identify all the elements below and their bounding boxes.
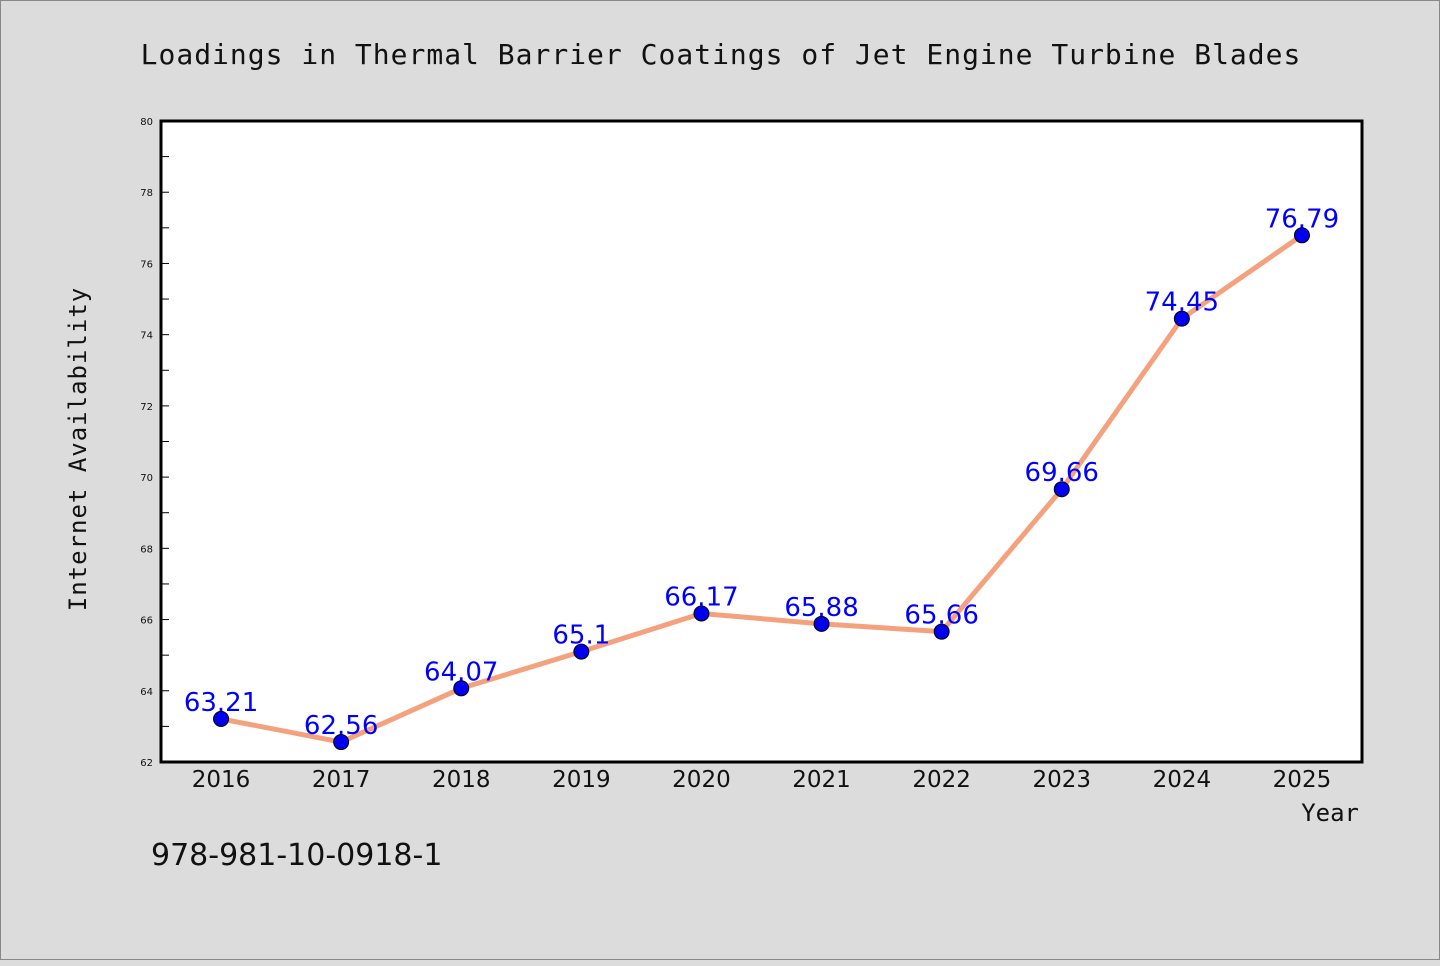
data-label: 64.07 xyxy=(424,657,498,687)
data-label: 62.56 xyxy=(304,711,378,741)
x-tick-label: 2023 xyxy=(1032,767,1091,793)
series-line xyxy=(218,232,1305,745)
x-tick-label: 2018 xyxy=(432,767,491,793)
y-tick-label: 78 xyxy=(140,188,153,199)
data-point xyxy=(1293,227,1310,244)
x-tick-label: 2019 xyxy=(552,767,611,793)
x-tick-label: 2016 xyxy=(192,767,251,793)
data-label: 69.66 xyxy=(1025,458,1099,488)
data-label: 65.1 xyxy=(552,621,610,651)
y-tick-label: 66 xyxy=(140,616,153,627)
chart-title: Loadings in Thermal Barrier Coatings of … xyxy=(141,38,1302,71)
y-tick-label: 64 xyxy=(140,687,153,698)
data-label: 66.17 xyxy=(664,583,738,613)
data-point xyxy=(333,734,350,751)
y-tick-label: 72 xyxy=(140,402,153,413)
y-axis-label: Internet Availability xyxy=(64,287,92,611)
data-point xyxy=(1053,481,1070,498)
data-label: 65.88 xyxy=(784,593,858,623)
y-tick-label: 80 xyxy=(140,117,153,128)
y-tick-label: 62 xyxy=(140,758,153,769)
y-tick-label: 70 xyxy=(140,473,153,484)
x-tick-label: 2020 xyxy=(672,767,731,793)
x-tick-label: 2017 xyxy=(312,767,371,793)
x-axis-label: Year xyxy=(1301,799,1359,827)
x-axis: 2016 2017 2018 2019 2020 2021 2022 2023 2024 2025 xyxy=(192,767,1331,793)
y-tick-label: 74 xyxy=(140,331,153,342)
data-point xyxy=(213,710,230,727)
y-axis: 62 64 66 68 70 72 74 76 78 80 xyxy=(140,117,169,769)
data-label: 74.45 xyxy=(1145,288,1219,318)
data-label: 76.79 xyxy=(1265,204,1339,234)
x-tick-label: 2025 xyxy=(1273,767,1332,793)
data-point xyxy=(453,680,470,697)
isbn-text: 978-981-10-0918-1 xyxy=(151,838,442,873)
data-point xyxy=(1173,310,1190,327)
data-point xyxy=(573,643,590,660)
x-tick-label: 2024 xyxy=(1153,767,1212,793)
y-tick-label: 76 xyxy=(140,259,153,270)
y-tick-label: 68 xyxy=(140,544,153,555)
data-point xyxy=(693,605,710,622)
plot-area xyxy=(159,119,1364,764)
x-tick-label: 2022 xyxy=(912,767,971,793)
data-point xyxy=(813,615,830,632)
series-layer: 63.21 62.56 64.07 65.1 66.17 65.88 65.66 69.66 7… xyxy=(184,204,1339,751)
x-tick-label: 2021 xyxy=(792,767,851,793)
data-label: 65.66 xyxy=(904,601,978,631)
data-point xyxy=(933,623,950,640)
data-label: 63.21 xyxy=(184,688,258,718)
